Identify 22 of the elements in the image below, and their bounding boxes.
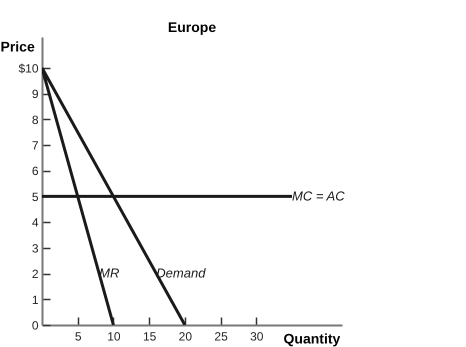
y-tick-label: 6 bbox=[32, 164, 39, 178]
y-tick-label: $10 bbox=[18, 61, 39, 76]
y-tick-label: 3 bbox=[32, 241, 39, 256]
y-tick-label: 5 bbox=[32, 190, 39, 204]
x-tick-label: 5 bbox=[74, 330, 82, 344]
y-tick-label: 0 bbox=[32, 318, 39, 332]
x-axis-title: Quantity bbox=[284, 330, 340, 346]
x-tick-label: 20 bbox=[178, 330, 192, 344]
y-tick-label: 2 bbox=[32, 267, 39, 282]
x-tick-label: 10 bbox=[107, 330, 121, 344]
x-tick-label: 15 bbox=[142, 330, 157, 344]
series-label: MC = AC bbox=[292, 188, 346, 204]
x-tick-label: 30 bbox=[250, 330, 264, 344]
y-tick-label: 7 bbox=[32, 138, 39, 152]
y-tick-label: 8 bbox=[32, 112, 39, 127]
y-tick-label: 1 bbox=[32, 292, 39, 307]
y-tick-label: 9 bbox=[32, 87, 39, 102]
chart-title: Europe bbox=[168, 19, 216, 35]
series-label: Demand bbox=[156, 266, 206, 281]
y-tick-label: 4 bbox=[32, 216, 39, 230]
y-axis-title: Price bbox=[0, 38, 35, 54]
x-tick-label: 25 bbox=[214, 330, 228, 344]
